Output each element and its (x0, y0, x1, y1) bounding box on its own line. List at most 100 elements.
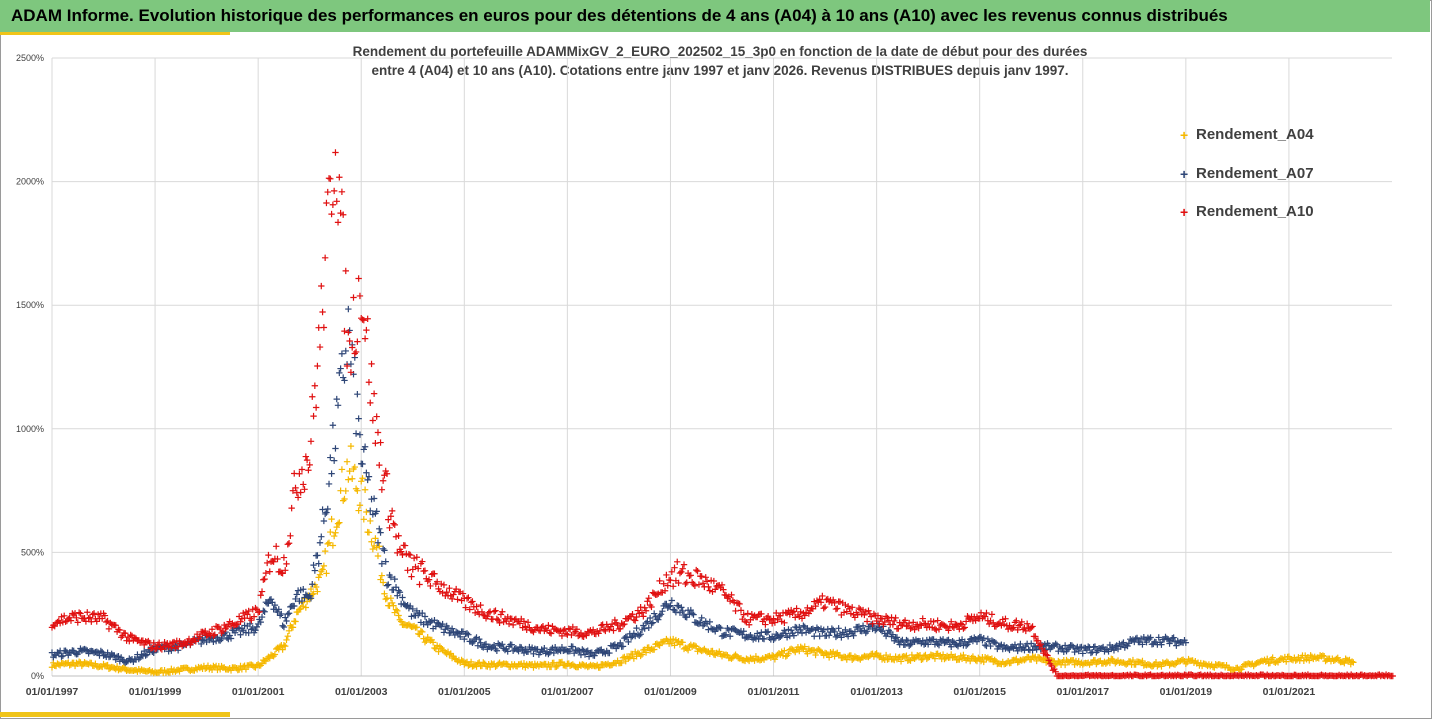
point-Rendement_A07 (585, 653, 593, 660)
point-Rendement_A10 (294, 494, 302, 501)
point-Rendement_A10 (499, 608, 506, 615)
point-Rendement_A04 (901, 653, 909, 661)
point-Rendement_A10 (1009, 625, 1016, 632)
point-Rendement_A10 (934, 617, 941, 624)
point-Rendement_A10 (150, 639, 157, 646)
point-Rendement_A07 (648, 620, 655, 627)
point-Rendement_A10 (745, 621, 753, 628)
point-Rendement_A10 (112, 622, 119, 629)
point-Rendement_A04 (296, 606, 303, 613)
point-Rendement_A10 (962, 618, 970, 625)
point-Rendement_A04 (345, 476, 352, 483)
point-Rendement_A10 (347, 369, 355, 376)
point-Rendement_A04 (637, 652, 644, 660)
point-Rendement_A10 (695, 581, 703, 588)
point-Rendement_A10 (720, 586, 727, 593)
legend-marker-a10: + (1180, 203, 1189, 220)
point-Rendement_A10 (577, 629, 585, 637)
point-Rendement_A04 (292, 618, 299, 625)
point-Rendement_A10 (404, 567, 411, 574)
point-Rendement_A07 (657, 611, 665, 618)
point-Rendement_A07 (318, 533, 325, 540)
point-Rendement_A07 (907, 641, 914, 648)
point-Rendement_A10 (421, 567, 429, 574)
point-Rendement_A07 (330, 457, 338, 464)
point-Rendement_A07 (271, 601, 279, 609)
point-Rendement_A10 (71, 610, 79, 617)
point-Rendement_A07 (307, 595, 315, 602)
point-Rendement_A04 (289, 624, 297, 631)
point-Rendement_A10 (661, 587, 669, 594)
point-Rendement_A07 (1071, 648, 1078, 656)
point-Rendement_A10 (710, 577, 718, 585)
point-Rendement_A07 (332, 445, 339, 452)
point-Rendement_A07 (199, 636, 206, 643)
point-Rendement_A10 (770, 615, 777, 622)
point-Rendement_A04 (302, 604, 310, 611)
point-Rendement_A10 (683, 579, 690, 586)
point-Rendement_A04 (966, 657, 974, 665)
point-Rendement_A07 (315, 560, 322, 567)
point-Rendement_A07 (328, 470, 335, 477)
series-Rendement_A10 (48, 149, 1397, 680)
point-Rendement_A10 (817, 599, 825, 606)
point-Rendement_A07 (361, 443, 369, 450)
point-Rendement_A07 (962, 642, 970, 649)
point-Rendement_A04 (1033, 657, 1040, 665)
point-Rendement_A04 (1348, 658, 1356, 665)
point-Rendement_A10 (151, 645, 159, 653)
point-Rendement_A07 (334, 402, 342, 409)
point-Rendement_A07 (617, 639, 624, 647)
point-Rendement_A04 (435, 648, 442, 655)
x-tick-label: 01/01/2005 (438, 686, 491, 698)
point-Rendement_A10 (360, 317, 368, 324)
point-Rendement_A10 (509, 621, 517, 629)
point-Rendement_A07 (816, 632, 823, 640)
point-Rendement_A10 (633, 613, 640, 621)
point-Rendement_A07 (717, 624, 724, 632)
point-Rendement_A10 (328, 210, 335, 218)
point-Rendement_A04 (895, 654, 902, 661)
point-Rendement_A07 (678, 604, 685, 611)
point-Rendement_A10 (61, 612, 68, 620)
point-Rendement_A07 (897, 638, 905, 645)
point-Rendement_A10 (343, 362, 351, 370)
point-Rendement_A07 (504, 648, 511, 655)
point-Rendement_A04 (368, 538, 375, 545)
point-Rendement_A07 (1110, 647, 1118, 654)
point-Rendement_A07 (659, 607, 666, 615)
point-Rendement_A10 (602, 627, 609, 635)
point-Rendement_A07 (1139, 641, 1146, 648)
point-Rendement_A07 (323, 509, 330, 516)
point-Rendement_A07 (1133, 634, 1141, 642)
point-Rendement_A10 (538, 624, 545, 631)
point-Rendement_A10 (272, 543, 280, 550)
point-Rendement_A10 (469, 598, 476, 605)
point-Rendement_A04 (918, 656, 925, 664)
point-Rendement_A04 (349, 475, 356, 482)
point-Rendement_A07 (383, 582, 391, 589)
point-Rendement_A10 (382, 467, 389, 475)
point-Rendement_A10 (645, 594, 652, 602)
point-Rendement_A07 (135, 655, 143, 663)
point-Rendement_A04 (722, 651, 730, 658)
point-Rendement_A04 (283, 636, 290, 644)
point-Rendement_A07 (352, 430, 360, 437)
point-Rendement_A07 (327, 454, 334, 461)
point-Rendement_A10 (263, 559, 271, 567)
point-Rendement_A04 (360, 516, 368, 523)
point-Rendement_A10 (262, 569, 270, 577)
point-Rendement_A07 (336, 369, 343, 377)
point-Rendement_A10 (307, 438, 315, 445)
point-Rendement_A04 (342, 487, 349, 495)
point-Rendement_A04 (465, 662, 472, 669)
point-Rendement_A07 (530, 650, 537, 658)
point-Rendement_A04 (374, 552, 382, 560)
point-Rendement_A10 (454, 596, 461, 603)
data-points (48, 149, 1397, 680)
point-Rendement_A10 (1052, 668, 1059, 675)
point-Rendement_A07 (690, 611, 697, 618)
point-Rendement_A07 (421, 613, 429, 620)
point-Rendement_A10 (244, 611, 251, 618)
point-Rendement_A10 (764, 612, 772, 620)
